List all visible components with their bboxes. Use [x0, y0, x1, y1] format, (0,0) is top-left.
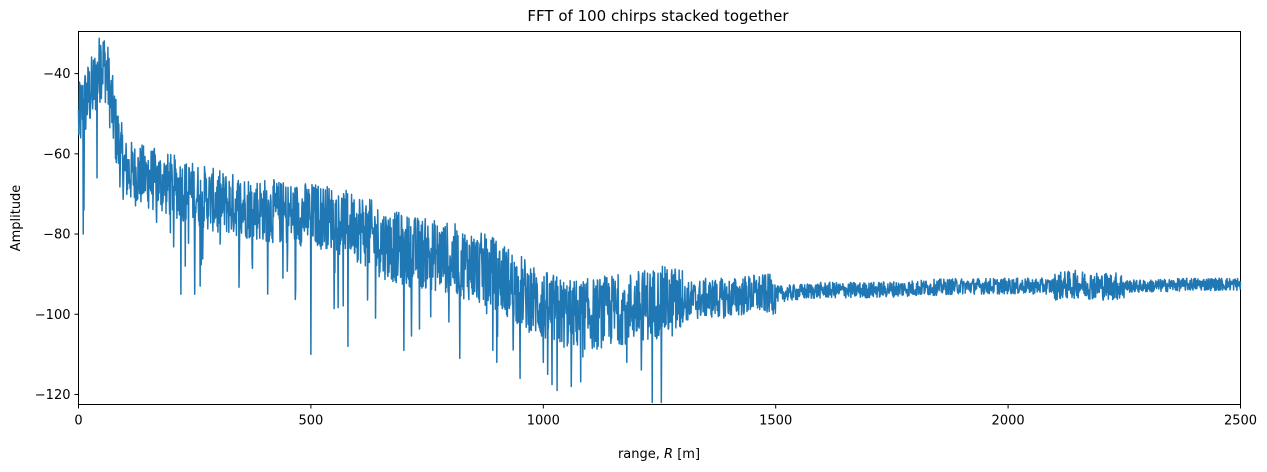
x-axis: 0 500 1000 1500 2000 2500: [74, 404, 1257, 429]
x-tick-label: 2000: [992, 414, 1025, 429]
plot-frame: [78, 31, 1241, 405]
x-tick-label: 1000: [527, 414, 560, 429]
y-axis: −40 −60 −80 −100 −120: [35, 67, 79, 403]
chart-title: FFT of 100 chirps stacked together: [527, 7, 789, 25]
x-tick-label: 1500: [759, 414, 792, 429]
spectrum-line: [77, 37, 1242, 404]
y-tick-label: −40: [43, 67, 70, 82]
y-tick-label: −120: [35, 388, 71, 403]
x-tick-label: 2500: [1224, 414, 1257, 429]
x-axis-label: range, R [m]: [618, 447, 700, 462]
y-tick-label: −100: [35, 308, 71, 323]
x-tick-label: 0: [74, 414, 82, 429]
y-axis-label: Amplitude: [9, 185, 24, 252]
x-tick-label: 500: [298, 414, 323, 429]
y-tick-label: −80: [43, 228, 70, 243]
series-layer: [77, 37, 1242, 404]
y-tick-label: −60: [43, 147, 70, 162]
